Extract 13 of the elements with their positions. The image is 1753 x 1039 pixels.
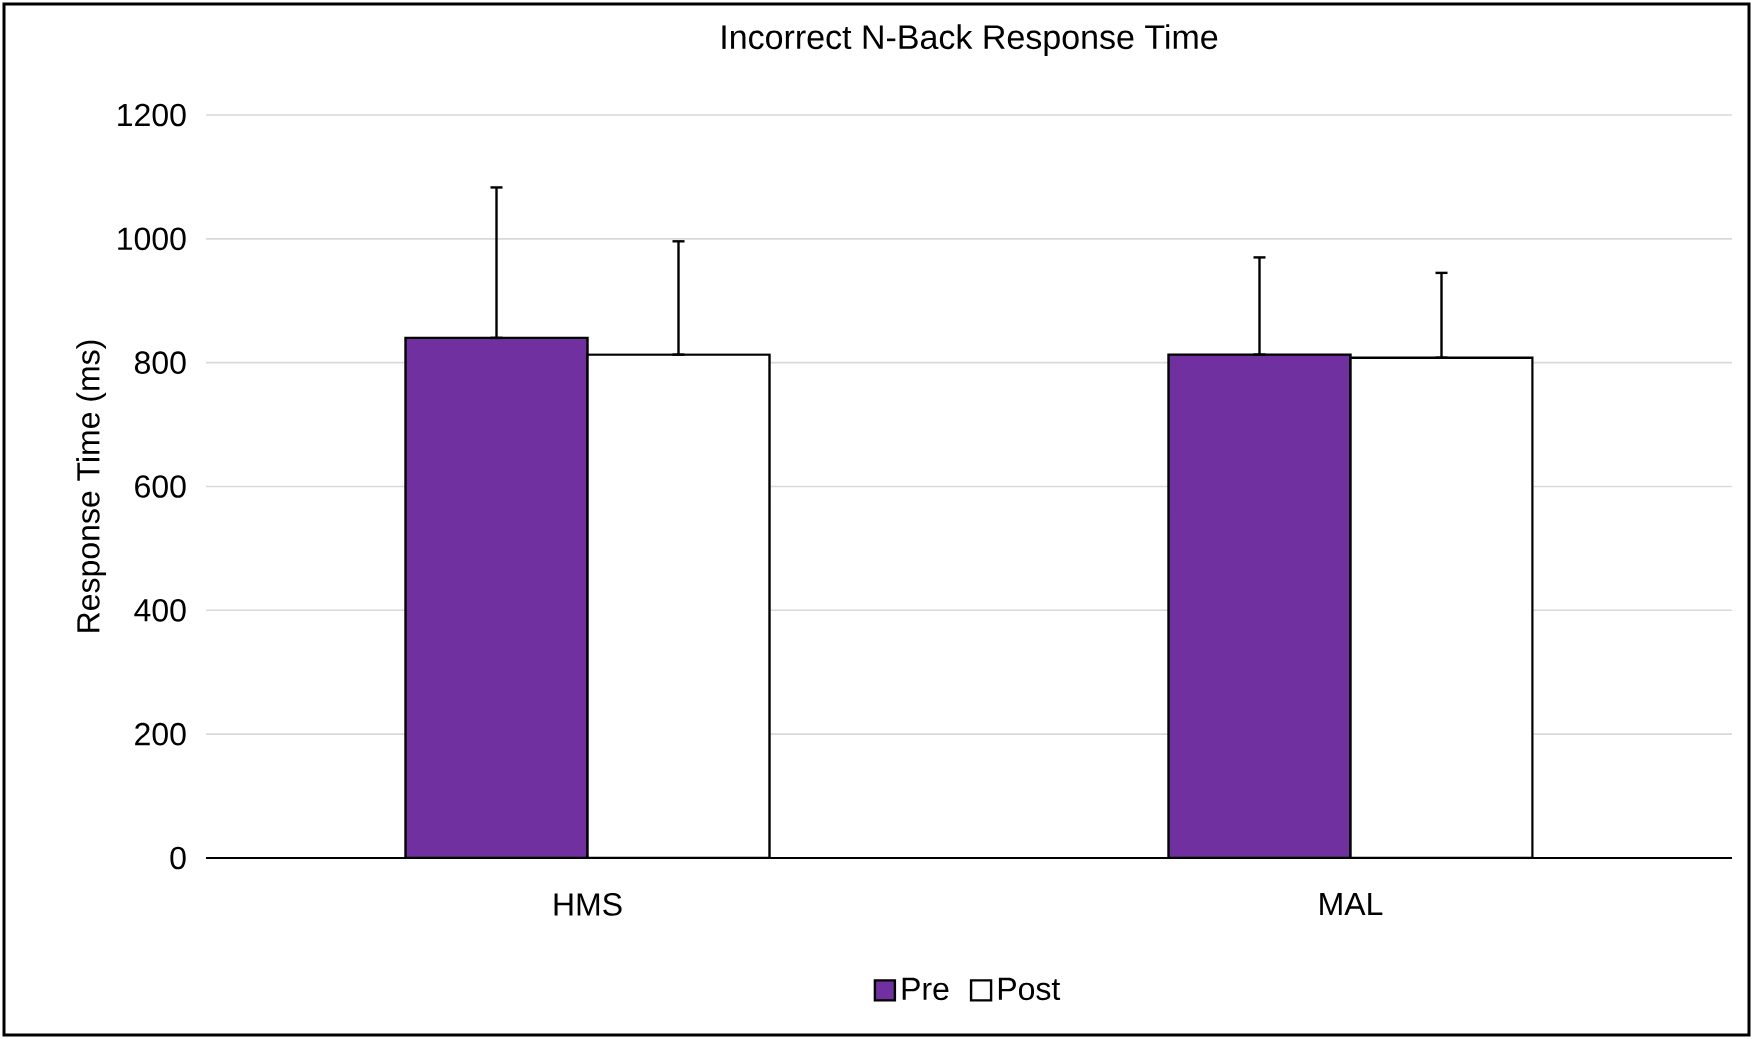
x-tick-label: HMS <box>554 893 622 916</box>
y-tick-label: 400 <box>134 599 186 622</box>
y-tick-label: 1200 <box>118 103 186 127</box>
legend-label: Pre <box>902 977 949 1001</box>
y-axis-title: Response Time (ms) <box>76 340 107 632</box>
y-tick-label: 200 <box>135 722 186 746</box>
chart-title: Incorrect N-Back Response Time <box>722 24 1218 56</box>
y-tick-label: 1000 <box>118 227 186 251</box>
y-tick-label: 0 <box>170 846 186 870</box>
legend-label: Post <box>998 977 1061 1001</box>
y-tick-label: 800 <box>134 351 186 374</box>
y-tick-label: 600 <box>135 475 186 498</box>
x-tick-label: MAL <box>1320 893 1383 916</box>
